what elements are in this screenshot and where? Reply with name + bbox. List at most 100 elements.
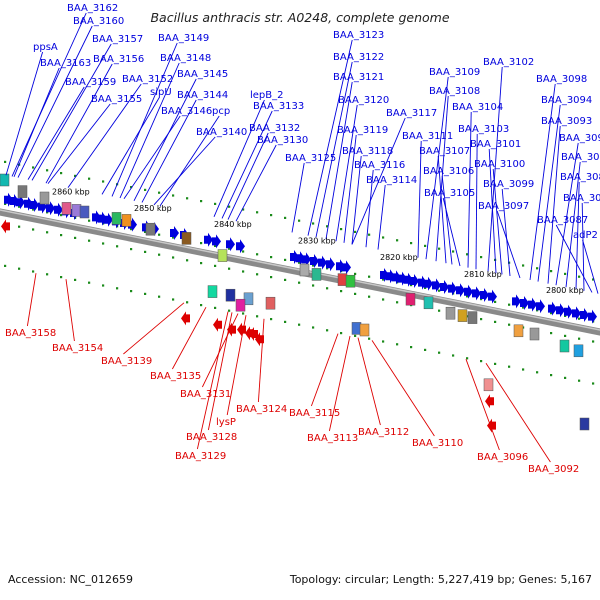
guide-dot	[480, 360, 483, 363]
feature-block	[579, 417, 590, 431]
guide-dot	[466, 295, 469, 298]
reverse-gene-label: BAA_3112	[358, 427, 409, 438]
reverse-gene-label: BAA_3131	[180, 389, 231, 400]
tick-label: 2830 kbp	[298, 237, 336, 246]
forward-gene-label: BAA_3130	[257, 135, 308, 146]
reverse-gene-label: BAA_3113	[307, 433, 358, 444]
guide-dot	[382, 340, 385, 343]
feature-block	[181, 232, 192, 245]
reverse-leader-line	[310, 333, 339, 407]
forward-gene-label: ppsA	[33, 42, 58, 53]
guide-dot	[536, 267, 539, 270]
guide-dot	[536, 309, 539, 312]
forward-gene-arrow	[170, 226, 179, 240]
guide-dot	[18, 205, 21, 208]
guide-dot	[214, 244, 217, 247]
forward-gene-label: lepB_2	[250, 90, 284, 101]
guide-dot	[186, 259, 189, 262]
guide-dot	[550, 312, 553, 315]
feature-block	[299, 263, 310, 277]
guide-dot	[158, 233, 161, 236]
feature-block	[445, 306, 456, 320]
forward-gene-arrow	[380, 268, 389, 282]
guide-dot	[508, 323, 511, 326]
feature-block	[265, 296, 276, 310]
forward-gene-arrow	[580, 308, 589, 322]
guide-dot	[354, 292, 357, 295]
feature-block	[359, 323, 370, 337]
guide-dot	[158, 253, 161, 256]
forward-leader-line	[492, 168, 503, 275]
reverse-gene-arrow	[227, 322, 236, 337]
guide-dot	[284, 320, 287, 323]
guide-dot	[4, 160, 7, 163]
guide-dot	[144, 230, 147, 233]
forward-gene-arrow	[342, 260, 351, 275]
forward-gene-label: BAA_3148	[160, 53, 211, 64]
guide-dot	[102, 242, 105, 245]
guide-dot	[116, 245, 119, 248]
guide-dot	[480, 298, 483, 301]
forward-leader-line	[47, 103, 111, 184]
forward-gene-arrow	[528, 297, 537, 312]
guide-dot	[172, 298, 175, 301]
ticks: 2860 kbp 2850 kbp 2840 kbp 2830 kbp 2820 kbp…	[52, 187, 584, 295]
feature-block	[121, 214, 132, 227]
guide-dot	[130, 290, 133, 293]
forward-gene-label: BAA_3094	[541, 95, 592, 106]
guide-dot	[368, 337, 371, 340]
guide-dot	[424, 244, 427, 247]
feature-block	[235, 298, 246, 312]
forward-gene-arrow	[588, 309, 597, 324]
guide-dot	[592, 340, 595, 343]
guide-dot	[270, 276, 273, 279]
genome-stats-text: Topology: circular; Length: 5,227,419 bp…	[289, 573, 592, 586]
guide-dot	[340, 228, 343, 231]
reverse-gene-label: BAA_3135	[150, 371, 201, 382]
guide-dot	[396, 301, 399, 304]
forward-leader-line	[101, 96, 160, 195]
forward-gene-label: BAA_3121	[333, 72, 384, 83]
guide-dot	[522, 306, 525, 309]
guide-dot	[284, 216, 287, 219]
guide-dot	[88, 239, 91, 242]
guide-dot	[298, 323, 301, 326]
feature-block	[513, 324, 524, 338]
guide-dot	[424, 286, 427, 289]
forward-gene-label: BAA_3098	[536, 74, 587, 85]
guide-dot	[158, 295, 161, 298]
forward-gene-label: BAA_3120	[338, 95, 389, 106]
forward-gene-arrow	[212, 234, 221, 249]
reverse-leader-line	[196, 311, 229, 450]
guide-dot	[382, 236, 385, 239]
guide-dot	[382, 298, 385, 301]
forward-leader-line	[575, 181, 580, 290]
guide-dot	[4, 202, 7, 205]
guide-dot	[312, 284, 315, 287]
guide-dot	[88, 281, 91, 284]
guide-dot	[494, 300, 497, 303]
reverse-leader-line	[226, 315, 247, 416]
reverse-gene-label: BAA_3110	[412, 438, 463, 449]
forward-leader-line	[235, 144, 277, 222]
feature-block	[311, 268, 322, 281]
reverse-leader-line	[172, 306, 207, 370]
forward-leader-line	[13, 67, 60, 177]
feature-block	[243, 292, 254, 306]
forward-gene-arrow	[480, 288, 489, 302]
forward-gene-arrow	[290, 250, 299, 264]
tick-label: 2850 kbp	[134, 204, 172, 213]
guide-dot	[410, 346, 413, 349]
guide-dot	[522, 264, 525, 267]
reverse-gene-arrow	[213, 317, 222, 332]
guide-dot	[144, 250, 147, 253]
feature-block	[225, 288, 236, 302]
forward-gene-label: BAA_3118	[342, 146, 393, 157]
forward-leader-line	[565, 161, 581, 288]
guide-dot	[312, 222, 315, 225]
guide-dot	[438, 289, 441, 292]
guide-dot	[410, 284, 413, 287]
forward-gene-label: BAA_3125	[285, 153, 336, 164]
reverse-leader-line	[201, 313, 239, 388]
feature-block	[0, 173, 10, 187]
